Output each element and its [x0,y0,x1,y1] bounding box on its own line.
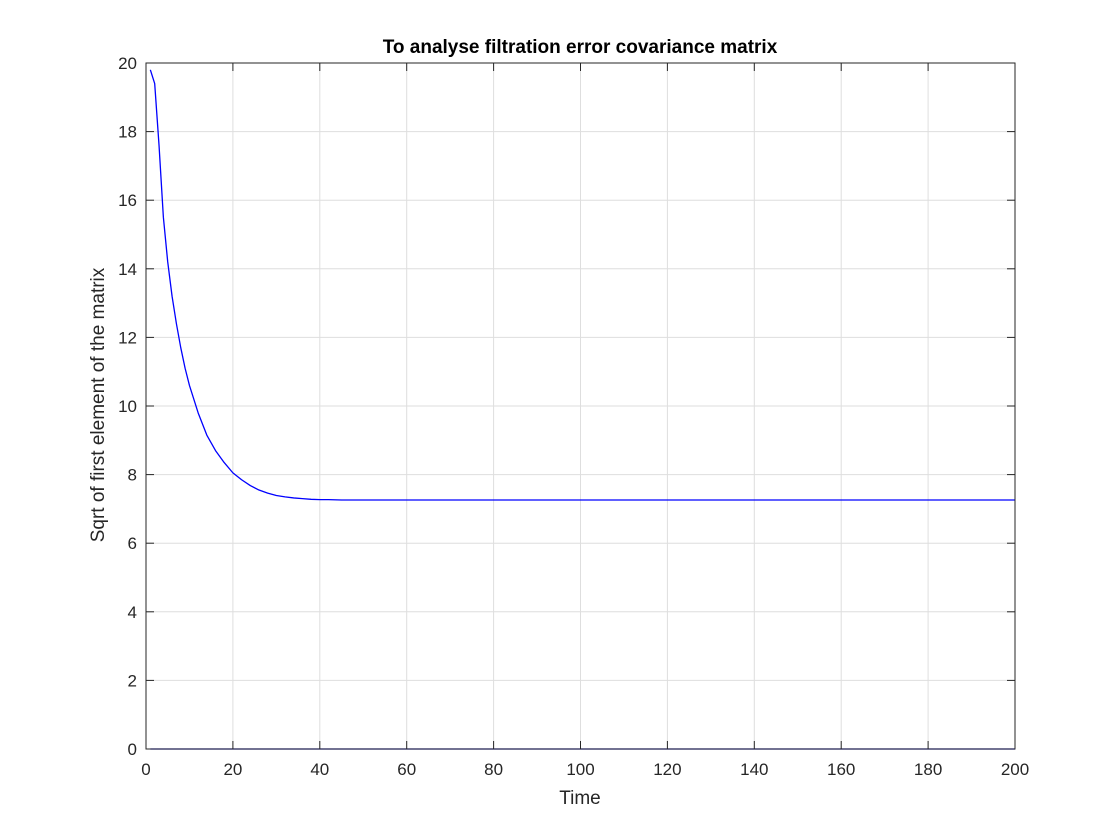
x-tick-label: 40 [310,760,329,779]
x-tick-label: 100 [566,760,594,779]
x-tick-label: 120 [653,760,681,779]
y-tick-label: 12 [118,328,137,347]
x-tick-label: 160 [827,760,855,779]
x-tick-label: 60 [397,760,416,779]
x-tick-label: 20 [223,760,242,779]
y-tick-label: 10 [118,397,137,416]
series-line-1 [149,69,1015,501]
x-tick-label: 200 [1001,760,1029,779]
y-axis-label: Sqrt of first element of the matrix [88,267,109,542]
y-tick-label: 20 [118,54,137,73]
y-tick-label: 0 [128,740,137,759]
y-tick-label: 4 [128,603,137,622]
y-tick-label: 14 [118,260,137,279]
y-tick-label: 8 [128,466,137,485]
y-tick-label: 6 [128,534,137,553]
x-axis-label: Time [559,788,601,809]
y-tick-label: 16 [118,191,137,210]
y-tick-label: 2 [128,671,137,690]
x-tick-label: 180 [914,760,942,779]
tick-labels: 0 20 40 60 80 100 120 140 160 180 200 0 2 4 6 8 10 12 14 16… [118,54,1029,779]
x-tick-label: 0 [141,760,150,779]
x-tick-label: 80 [484,760,503,779]
x-tick-label: 140 [740,760,768,779]
y-tick-label: 18 [118,123,137,142]
tick-marks [145,62,1016,750]
chart-title: To analyse filtration error covariance m… [383,37,778,58]
